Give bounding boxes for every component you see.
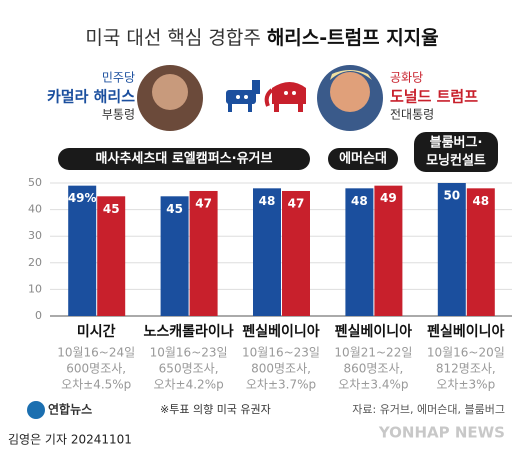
trump-hair xyxy=(330,70,372,80)
party-label: 공화당 xyxy=(390,71,423,85)
y-tick-label: 10 xyxy=(28,282,42,295)
note: 800명조사, xyxy=(251,362,311,376)
pollster-pill xyxy=(328,148,398,170)
party-label: 민주당 xyxy=(102,71,135,85)
note: 650명조사, xyxy=(159,362,219,376)
pollster-pill xyxy=(414,132,498,172)
logo-text: 연합뉴스 xyxy=(48,402,92,417)
pollster-label: 에머슨대 xyxy=(339,151,387,167)
title-regular: 미국 대선 핵심 경합주 xyxy=(85,27,260,49)
role-label: 부통령 xyxy=(102,108,135,122)
value-label: 48 xyxy=(259,194,276,208)
x-tick-label: 펜실베이니아 xyxy=(427,323,504,340)
y-tick-label: 50 xyxy=(28,176,42,189)
y-tick-label: 40 xyxy=(28,203,42,216)
note: 10월21~22일 xyxy=(334,346,412,360)
note: 10월16~23일 xyxy=(242,346,320,360)
value-label: 48 xyxy=(472,194,489,208)
chart-title: 미국 대선 핵심 경합주 해리스-트럼프 지지율 xyxy=(85,27,438,49)
value-label: 45 xyxy=(166,202,183,216)
role-label: 전대통령 xyxy=(390,108,434,122)
value-label: 47 xyxy=(288,196,305,210)
note: 오차±4.5%p xyxy=(61,378,131,392)
candidate-name: 카멀라 해리스 xyxy=(47,88,135,106)
title-bold: 해리스-트럼프 지지율 xyxy=(267,27,439,49)
credit: 김영은 기자 20241101 xyxy=(8,433,132,447)
note: 10월16~20일 xyxy=(427,346,505,360)
bar xyxy=(189,190,218,316)
value-label: 45 xyxy=(103,202,120,216)
pollster-label: 매사추세츠대 로엘캠퍼스·유거브 xyxy=(96,151,273,167)
value-label: 48 xyxy=(351,194,368,208)
pollster-label: 모닝컨설트 xyxy=(426,153,486,169)
x-tick-label: 펜실베이니아 xyxy=(335,323,412,340)
pollster-pill xyxy=(58,148,310,170)
y-tick-label: 20 xyxy=(28,256,42,269)
note: 오차±4.2%p xyxy=(153,378,223,392)
watermark: YONHAP NEWS xyxy=(378,424,505,442)
value-label: 49% xyxy=(68,191,97,205)
bar xyxy=(374,185,403,316)
bar xyxy=(160,196,189,316)
x-tick-label: 펜실베이니아 xyxy=(242,323,319,340)
source: 자료: 유거브, 에머슨대, 블룸버그 xyxy=(352,403,505,416)
value-label: 49 xyxy=(380,191,397,205)
note: 10월16~23일 xyxy=(150,346,228,360)
note: 10월16~24일 xyxy=(57,346,135,360)
x-tick-label: 미시간 xyxy=(77,323,116,340)
note: 오차±3%p xyxy=(436,378,495,392)
candidate-name: 도널드 트럼프 xyxy=(390,88,478,106)
note: 812명조사, xyxy=(436,362,496,376)
bar xyxy=(437,183,466,316)
bar xyxy=(282,190,310,316)
pollster-label: 블룸버그· xyxy=(430,135,483,151)
note: 600명조사, xyxy=(66,362,126,376)
y-tick-label: 30 xyxy=(28,229,42,242)
y-tick-label: 0 xyxy=(35,309,42,322)
elephant-icon xyxy=(264,82,306,112)
harris-face xyxy=(152,74,188,110)
bar xyxy=(97,196,126,316)
value-label: 50 xyxy=(443,189,460,203)
note: 오차±3.7%p xyxy=(246,378,316,392)
donkey-icon xyxy=(226,80,260,112)
trump-face xyxy=(330,72,370,112)
footnote: ※투표 의향 미국 유권자 xyxy=(160,403,271,416)
logo-icon xyxy=(27,401,45,419)
bar xyxy=(68,185,97,316)
bar xyxy=(466,188,495,316)
value-label: 47 xyxy=(195,196,212,210)
bar xyxy=(345,188,374,316)
x-tick-label: 노스캐롤라이나 xyxy=(144,323,234,340)
note: 860명조사, xyxy=(343,362,403,376)
bar xyxy=(253,188,281,316)
note: 오차±3.4%p xyxy=(338,378,408,392)
